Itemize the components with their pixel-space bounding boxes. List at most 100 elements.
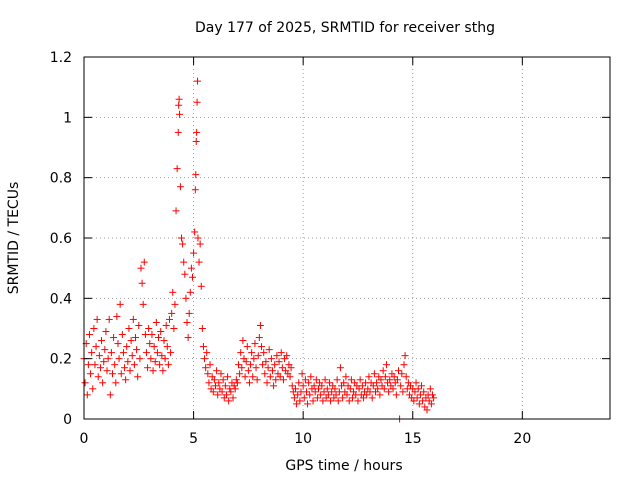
- data-point: [169, 288, 177, 296]
- y-axis-label: SRMTID / TECUs: [6, 182, 22, 295]
- data-point: [117, 370, 125, 378]
- data-point: [310, 382, 318, 390]
- data-point: [126, 367, 134, 375]
- data-point: [100, 358, 108, 366]
- data-point: [313, 394, 321, 402]
- data-point: [392, 391, 400, 399]
- data-point: [401, 352, 409, 360]
- data-point: [369, 382, 377, 390]
- x-tick-label: 15: [404, 431, 422, 447]
- data-point: [171, 300, 179, 308]
- data-point: [374, 385, 382, 393]
- data-point: [83, 391, 91, 399]
- data-point: [227, 388, 235, 396]
- data-point: [94, 373, 102, 381]
- data-point: [118, 331, 126, 339]
- data-point: [192, 137, 200, 145]
- data-point: [140, 258, 148, 266]
- data-point: [340, 379, 348, 387]
- data-point: [236, 370, 244, 378]
- data-point: [127, 337, 135, 345]
- data-point: [393, 376, 401, 384]
- data-point: [125, 325, 133, 332]
- data-point: [103, 367, 111, 375]
- data-point: [411, 388, 419, 396]
- data-point: [252, 364, 260, 372]
- data-point: [182, 294, 190, 302]
- data-point: [212, 382, 219, 390]
- data-point: [271, 361, 279, 369]
- data-point: [294, 391, 302, 399]
- data-point: [130, 361, 138, 369]
- data-point: [163, 343, 171, 351]
- data-point: [277, 349, 285, 357]
- data-point: [90, 325, 98, 332]
- data-point: [373, 379, 381, 387]
- data-point: [397, 382, 405, 390]
- data-point: [412, 379, 420, 387]
- data-point: [380, 385, 388, 393]
- data-point: [420, 388, 428, 396]
- data-point: [304, 400, 312, 408]
- data-point: [123, 343, 131, 351]
- data-point: [311, 388, 319, 396]
- data-point: [146, 340, 154, 348]
- data-point: [181, 270, 189, 278]
- data-point: [266, 373, 274, 381]
- data-point: [160, 337, 168, 345]
- data-point: [250, 355, 258, 363]
- data-point: [317, 391, 325, 399]
- data-point: [336, 364, 344, 372]
- data-point: [430, 394, 438, 402]
- y-tick-label: 0.2: [50, 352, 72, 368]
- data-point: [175, 95, 183, 103]
- y-tick-label: 0: [63, 412, 72, 428]
- data-point: [232, 376, 240, 384]
- data-point: [305, 379, 313, 387]
- data-point: [264, 364, 272, 372]
- data-point: [111, 361, 119, 369]
- data-point: [295, 379, 303, 387]
- data-point: [88, 349, 96, 357]
- data-point: [358, 382, 366, 390]
- data-point: [204, 370, 212, 378]
- data-point: [81, 379, 89, 387]
- data-point: [427, 400, 435, 408]
- y-tick-label: 1.2: [50, 50, 72, 66]
- data-point: [183, 318, 191, 326]
- data-point: [306, 391, 314, 399]
- data-point: [151, 358, 159, 366]
- data-point: [307, 373, 315, 381]
- chart-title: Day 177 of 2025, SRMTID for receiver sth…: [195, 20, 495, 36]
- data-point: [323, 385, 331, 393]
- data-point: [84, 361, 92, 369]
- data-point: [318, 382, 326, 390]
- data-point: [301, 376, 309, 384]
- data-point: [95, 352, 103, 360]
- data-point: [128, 352, 136, 360]
- data-point: [339, 394, 347, 402]
- data-point: [153, 349, 161, 357]
- data-point: [158, 352, 166, 360]
- data-point: [225, 397, 233, 405]
- data-point: [155, 334, 163, 342]
- data-point: [92, 343, 100, 351]
- data-point: [399, 388, 407, 396]
- data-point: [195, 258, 203, 266]
- data-point: [141, 331, 149, 339]
- data-point: [156, 361, 164, 369]
- data-point: [256, 321, 264, 329]
- data-point: [359, 394, 367, 402]
- data-point: [202, 364, 210, 372]
- x-tick-label: 10: [294, 431, 312, 447]
- data-point: [196, 240, 204, 248]
- data-point: [260, 349, 268, 357]
- data-point: [150, 343, 158, 351]
- data-point: [410, 397, 418, 405]
- data-point: [270, 382, 278, 390]
- data-point: [142, 349, 150, 357]
- data-point: [145, 325, 153, 332]
- data-point: [255, 334, 263, 342]
- data-point: [106, 391, 114, 399]
